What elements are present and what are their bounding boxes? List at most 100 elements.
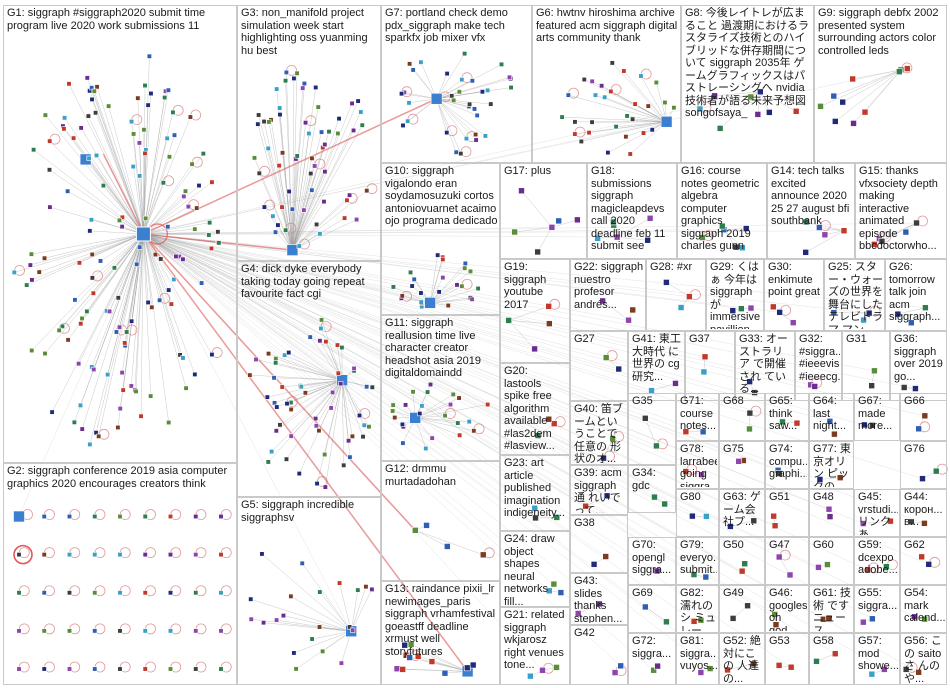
node [288,406,294,413]
node [266,119,272,125]
group-label: G26: tomorrow talk join acm siggraph... [889,261,941,323]
group-label: G50 [723,539,744,551]
edge [140,233,144,417]
edge [805,230,845,253]
edge [436,98,461,154]
node [308,170,314,177]
node [93,110,99,116]
edge [137,98,144,235]
node [342,215,348,221]
group-box-g60: G60 [809,537,854,585]
group-label: G44: корон... в... [904,491,943,528]
edge [819,227,845,231]
node [49,409,55,415]
cross-edge [143,233,652,391]
cross-edge [143,233,621,666]
node [557,589,565,596]
node [403,402,409,408]
edge [292,200,348,251]
group-box-g7: G7: portland check demo pdx_siggraph mak… [381,5,532,163]
node [878,238,886,245]
node [399,293,405,299]
node [293,666,299,672]
node [350,127,357,133]
node [167,666,174,672]
group-label: G68 [723,395,744,407]
group-label: G34: gdc [632,467,656,492]
edge [143,233,202,284]
node [861,421,868,429]
edge [275,358,343,381]
node [392,415,398,421]
group-label: G32: #siggra... #ieeevis #ieeecg... [799,333,840,383]
edge [727,663,754,671]
node [860,618,867,626]
edge [341,380,349,441]
group-box-g30: G30: enkimute point great [764,259,824,331]
edge [290,596,352,632]
edge [143,93,152,235]
edge [81,233,144,430]
node [137,244,143,250]
node [143,215,149,221]
node [816,476,824,483]
node [399,421,405,427]
node [41,666,47,672]
cross-edge [143,233,875,371]
node [322,484,328,490]
node [450,391,456,397]
node [860,316,867,324]
group-label: G39: acm siggraph通 れいでって... [574,467,622,513]
node [881,666,888,673]
group-label: G52: 絶 対にこの 人達の... [723,635,761,683]
node [286,244,299,256]
group-box-g33: G33: オーストラリア で開催され ている... [735,331,795,401]
node [289,206,295,212]
edge [292,88,303,251]
group-label: G1: siggraph #siggraph2020 submit time p… [7,7,206,32]
node [166,154,173,160]
edge [292,100,359,251]
group-label: G59: dcexpo adobe... [858,539,898,576]
node [727,523,734,530]
group-label: G37 [689,333,710,345]
group-label: G80 [680,491,701,503]
node [312,163,318,169]
node [459,283,465,289]
edge [853,69,902,124]
group-box-g72: G72: siggra... [628,633,676,685]
edge [143,105,149,235]
node [346,438,352,444]
node [390,284,396,290]
node [218,590,224,596]
node [902,228,910,236]
node [363,584,369,590]
group-box-g58: G58 [809,633,854,685]
node [369,384,375,390]
edge [89,90,144,235]
edge [404,644,468,672]
node [142,666,148,672]
node [578,138,584,144]
node [766,109,773,116]
node [87,441,93,447]
edge [131,233,144,387]
node [429,435,435,441]
cross-edge [143,233,606,557]
node [407,61,413,67]
group-label: G53 [769,635,790,647]
node [319,317,325,323]
node [314,221,320,228]
group-label: G62 [904,539,925,551]
group-box-g56: G56: この saitoさ んのや... [900,633,947,685]
group-box-g69: G69 [628,585,676,633]
node [671,105,677,111]
node [602,94,608,100]
node [840,227,848,235]
node [771,522,779,530]
node [124,329,130,335]
edge [429,259,444,303]
edge [402,669,468,672]
node [117,628,123,634]
